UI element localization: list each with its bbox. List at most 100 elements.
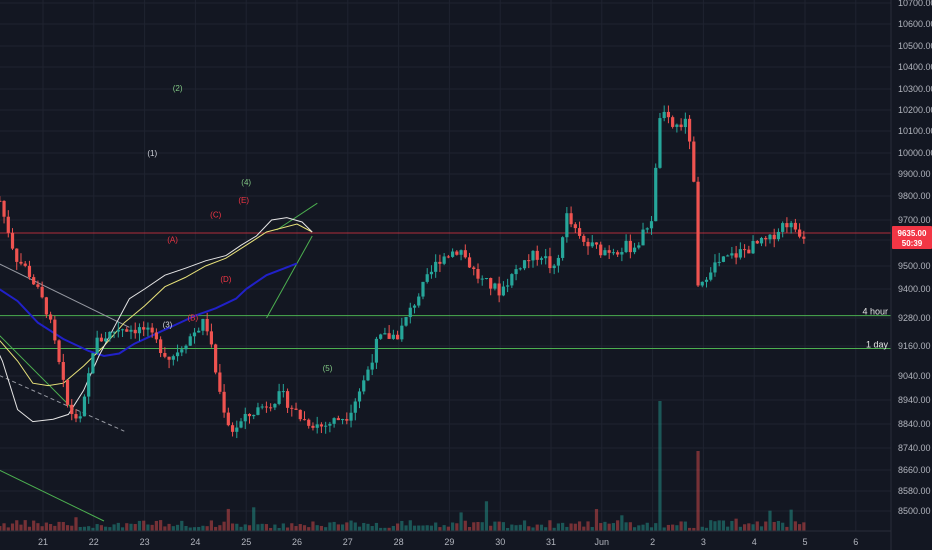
trendline bbox=[0, 469, 105, 522]
candle-body bbox=[340, 419, 345, 421]
candle-body bbox=[87, 373, 91, 397]
volume-bar bbox=[277, 527, 281, 531]
volume-bar bbox=[726, 526, 730, 531]
volume-bar bbox=[522, 520, 527, 531]
y-axis-tick-label: 8500.00 bbox=[898, 506, 931, 516]
candle-body bbox=[277, 391, 281, 404]
volume-bar bbox=[340, 524, 345, 531]
volume-bar bbox=[544, 527, 548, 531]
volume-bar bbox=[535, 524, 539, 531]
volume-bar bbox=[489, 525, 493, 531]
volume-bar bbox=[747, 523, 751, 531]
candle-body bbox=[404, 317, 408, 326]
candle-body bbox=[366, 369, 370, 381]
candle-body bbox=[594, 242, 599, 245]
candle-body bbox=[451, 251, 455, 257]
trendline bbox=[0, 263, 130, 328]
candle-body bbox=[734, 253, 738, 258]
volume-bar bbox=[734, 518, 738, 531]
candle-body bbox=[154, 332, 158, 340]
volume-bar bbox=[167, 523, 171, 531]
candle-body bbox=[53, 319, 57, 341]
candle-body bbox=[70, 404, 74, 415]
candle-body bbox=[48, 314, 53, 320]
candle-body bbox=[32, 277, 36, 285]
volume-bar bbox=[70, 525, 74, 531]
volume-bar bbox=[298, 524, 302, 531]
candle-body bbox=[379, 334, 383, 339]
volume-bar bbox=[214, 526, 218, 531]
candle-body bbox=[429, 271, 434, 275]
y-axis-tick-label: 8740.00 bbox=[898, 443, 931, 453]
volume-bar bbox=[264, 524, 269, 531]
volume-bar bbox=[209, 520, 214, 531]
candle-body bbox=[522, 260, 527, 269]
y-axis-tick-label: 10600.00 bbox=[898, 19, 932, 29]
x-axis[interactable]: 21 22 23 24 25 26 27 28 29 30 31 Jun 2 3 4 5 6 bbox=[38, 537, 858, 547]
candle-body bbox=[510, 274, 514, 286]
candle-body bbox=[696, 181, 700, 286]
volume-bar bbox=[281, 523, 285, 531]
y-axis-tick-label: 8580.00 bbox=[898, 486, 931, 496]
volume-bar bbox=[671, 524, 675, 531]
volume-bar bbox=[91, 527, 95, 531]
candle-body bbox=[137, 327, 142, 334]
candle-body bbox=[514, 269, 518, 275]
candle-body bbox=[738, 249, 742, 258]
volume-bar bbox=[480, 522, 484, 531]
volume-bar bbox=[40, 526, 44, 531]
volume-bar bbox=[226, 508, 230, 531]
volume-bar bbox=[561, 522, 565, 531]
candle-body bbox=[15, 248, 19, 262]
candle-body bbox=[628, 240, 632, 253]
candle-body bbox=[590, 242, 594, 247]
candle-body bbox=[442, 256, 446, 264]
volume-bar bbox=[459, 512, 463, 531]
candle-body bbox=[171, 356, 175, 360]
candle-body bbox=[497, 283, 501, 296]
candle-body bbox=[167, 356, 171, 360]
volume-bar bbox=[53, 525, 57, 531]
volume-bar bbox=[247, 525, 252, 531]
candle-body bbox=[459, 250, 463, 255]
volume-bar bbox=[552, 527, 556, 531]
candle-body bbox=[214, 344, 218, 373]
volume-bar bbox=[654, 523, 658, 531]
volume-bar bbox=[662, 527, 666, 531]
candle-body bbox=[205, 318, 209, 332]
volume-bar bbox=[451, 522, 455, 531]
candle-body bbox=[675, 124, 679, 127]
candle-body bbox=[755, 241, 759, 244]
volume-bar bbox=[32, 520, 36, 531]
volume-bar bbox=[273, 524, 277, 531]
volume-bar bbox=[425, 525, 429, 531]
volume-bar bbox=[328, 522, 332, 531]
candle-body bbox=[417, 296, 421, 306]
volume-bar bbox=[506, 527, 510, 531]
level-labels: 4 hour 1 day bbox=[862, 307, 888, 350]
volume-bar bbox=[19, 524, 23, 531]
volume-bar bbox=[738, 526, 742, 531]
support-level-label: 4 hour bbox=[862, 307, 888, 317]
volume-bar bbox=[260, 523, 264, 531]
x-axis-tick-label: 4 bbox=[752, 537, 757, 547]
volume-bar bbox=[290, 523, 294, 531]
volume-bar bbox=[442, 525, 446, 531]
volume-bar bbox=[510, 524, 514, 531]
candle-body bbox=[2, 200, 6, 217]
candle-body bbox=[319, 424, 324, 427]
volume-bar bbox=[10, 523, 15, 531]
volume-bar bbox=[751, 524, 755, 531]
candle-body bbox=[197, 330, 201, 333]
candle-body bbox=[74, 414, 78, 419]
candle-body bbox=[120, 329, 125, 331]
volume-bar bbox=[65, 525, 70, 531]
candle-body bbox=[315, 424, 319, 428]
candle-body bbox=[91, 353, 95, 374]
volume-bar bbox=[607, 523, 611, 531]
candle-body bbox=[797, 229, 802, 237]
volume-bar bbox=[476, 521, 480, 531]
candle-body bbox=[586, 241, 590, 247]
